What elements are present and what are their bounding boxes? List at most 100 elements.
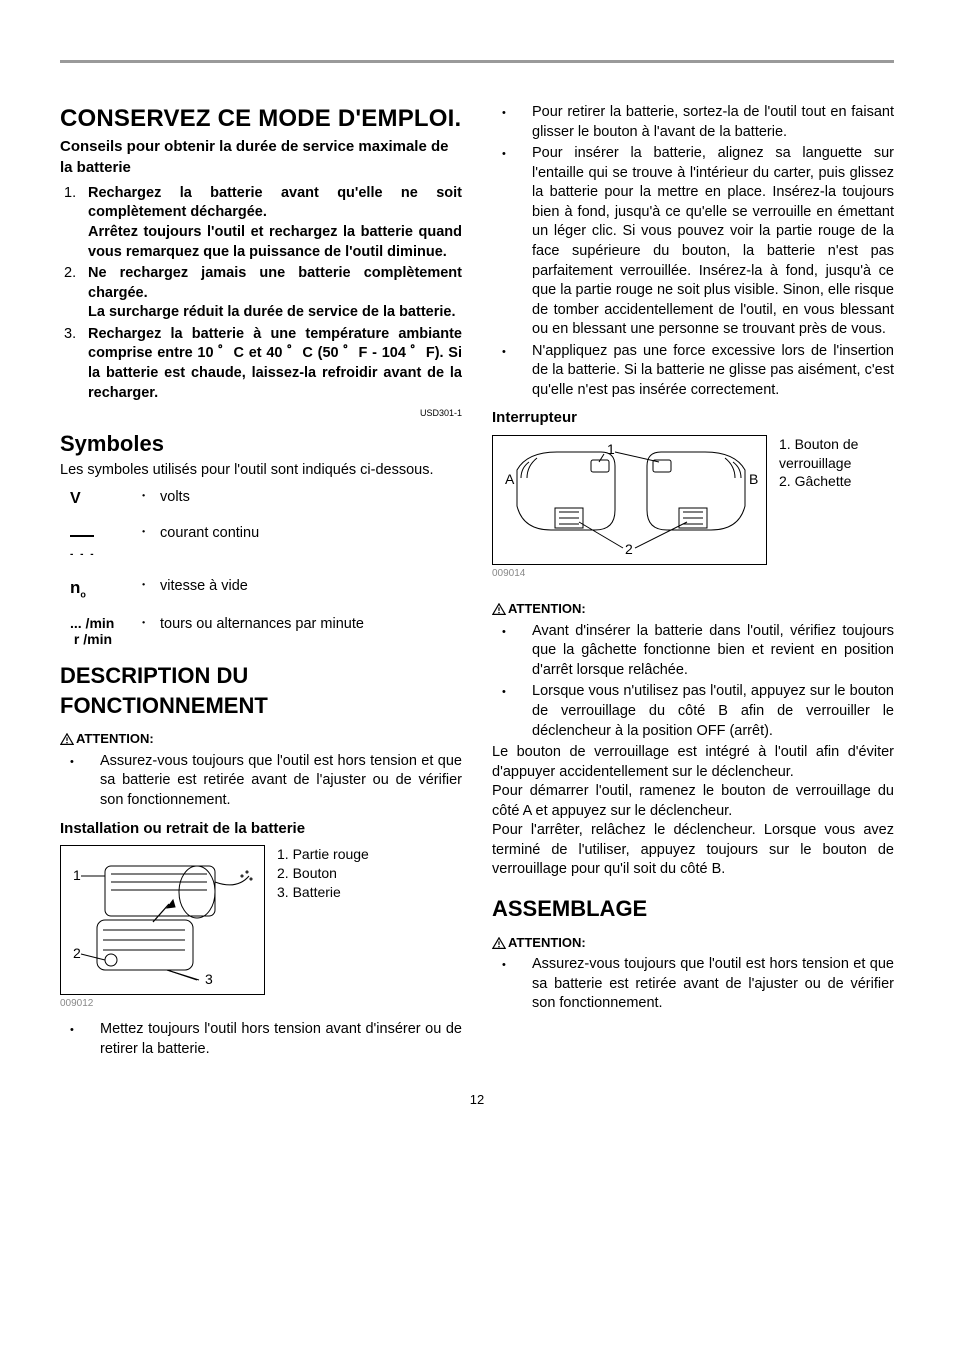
heading-assemblage: ASSEMBLAGE [492,894,894,924]
fig2-legend-2: 2. Gâchette [779,472,894,491]
symbol-row-dc: - - - ･ courant continu [60,524,462,563]
bullet-dot: • [60,1020,100,1059]
attention-label-1: ATTENTION: [60,730,462,748]
symbol-row-rpm: ... /min r /min ･ tours ou alternances p… [60,615,462,647]
fig2-legend-1: 1. Bouton de verrouillage [779,435,894,473]
bullet-dot: • [492,955,532,1014]
warning-icon [60,733,74,746]
symbol-def-dc: courant continu [160,524,462,544]
symbol-row-speed: no ･ vitesse à vide [60,577,462,601]
top-rule [60,60,894,63]
fig1-legend-3: 3. Batterie [277,883,369,902]
tip-2: 2. Ne rechargez jamais une batterie comp… [60,264,462,323]
symbol-def-rpm: tours ou alternances par minute [160,615,462,635]
code-usd301: USD301-1 [60,407,462,419]
warning-icon [492,602,506,615]
bullet-dot: • [492,682,532,741]
rt-bullet-2: • Pour insérer la batterie, alignez sa l… [492,144,894,340]
bullet-dot: • [492,144,532,340]
attention-label-3: ATTENTION: [492,934,894,952]
bullet-dot: • [492,103,532,142]
symboles-intro: Les symboles utilisés pour l'outil sont … [60,461,462,481]
attn-bullets: • Avant d'insérer la batterie dans l'out… [492,622,894,741]
attention-text-1: ATTENTION: [76,730,154,748]
battery-tips-list: 1. Rechargez la batterie avant qu'elle n… [60,184,462,403]
bullet-dot: ･ [140,524,160,544]
tip-2-line-a: Ne rechargez jamais une batterie complèt… [88,265,462,301]
bullet-dot: ･ [140,577,160,597]
figure-1-legend: 1. Partie rouge 2. Bouton 3. Batterie [277,845,369,902]
tip-1-line-b: Arrêtez toujours l'outil et rechargez la… [88,224,462,260]
figure-1-box: 1 2 3 [60,845,265,995]
bullet-dot: • [492,342,532,401]
para-lockbutton-1: Le bouton de verrouillage est intégré à … [492,743,894,782]
svg-text:1: 1 [607,442,615,457]
tips-subhead: Conseils pour obtenir la durée de servic… [60,137,462,178]
symbol-def-volts: volts [160,488,462,508]
figure-1-code: 009012 [60,997,265,1011]
asm-bullet-1-text: Assurez-vous toujours que l'outil est ho… [532,955,894,1014]
tip-3-body: Rechargez la batterie à une température … [88,325,462,403]
symbol-v: V [60,488,140,510]
tip-1-line-a: Rechargez la batterie avant qu'elle ne s… [88,185,462,221]
tip-1-body: Rechargez la batterie avant qu'elle ne s… [88,184,462,262]
attn-bullet-2-text: Lorsque vous n'utilisez pas l'outil, app… [532,682,894,741]
figure-1-wrap: 1 2 3 009012 [60,845,265,1021]
symbol-row-volts: V ･ volts [60,488,462,510]
rt-bullet-1: • Pour retirer la batterie, sortez-la de… [492,103,894,142]
desc-bullet-1-text: Assurez-vous toujours que l'outil est ho… [100,752,462,811]
battery-install-illustration: 1 2 3 [67,852,260,990]
install-bullet-1: • Mettez toujours l'outil hors tension a… [60,1020,462,1059]
two-column-layout: CONSERVEZ CE MODE D'EMPLOI. Conseils pou… [60,103,894,1061]
attention-label-2: ATTENTION: [492,600,894,618]
fig1-legend-1: 1. Partie rouge [277,845,369,864]
svg-text:3: 3 [205,971,213,987]
rt-bullet-1-text: Pour retirer la batterie, sortez-la de l… [532,103,894,142]
attention-text-2: ATTENTION: [508,600,586,618]
bullet-dot: • [60,752,100,811]
fig1-legend-2: 2. Bouton [277,864,369,883]
heading-description: DESCRIPTION DU FONCTIONNEMENT [60,661,462,720]
asm-bullets: • Assurez-vous toujours que l'outil est … [492,955,894,1014]
figure-2-box: A B 1 2 [492,435,767,565]
page-number: 12 [60,1091,894,1109]
tip-3-number: 3. [60,325,88,403]
figure-2-wrap: A B 1 2 009014 [492,435,767,591]
bullet-dot: ･ [140,615,160,635]
rt-bullet-3-text: N'appliquez pas une force excessive lors… [532,342,894,401]
symbol-def-speed: vitesse à vide [160,577,462,597]
desc-bullets: • Assurez-vous toujours que l'outil est … [60,752,462,811]
para-lockbutton-2: Pour démarrer l'outil, ramenez le bouton… [492,782,894,821]
heading-symboles: Symboles [60,429,462,459]
svg-text:A: A [505,471,515,487]
figure-2-row: A B 1 2 009014 1. Bouton de verrouillage… [492,435,894,591]
asm-bullet-1: • Assurez-vous toujours que l'outil est … [492,955,894,1014]
right-top-bullets: • Pour retirer la batterie, sortez-la de… [492,103,894,400]
left-column: CONSERVEZ CE MODE D'EMPLOI. Conseils pou… [60,103,462,1061]
tip-3: 3. Rechargez la batterie à une températu… [60,325,462,403]
desc-bullet-1: • Assurez-vous toujours que l'outil est … [60,752,462,811]
switch-illustration: A B 1 2 [499,442,762,560]
heading-conservez: CONSERVEZ CE MODE D'EMPLOI. [60,103,462,135]
symbol-rpm: ... /min r /min [60,615,140,647]
svg-text:B: B [749,471,758,487]
tip-2-body: Ne rechargez jamais une batterie complèt… [88,264,462,323]
bullet-dot: ･ [140,488,160,508]
rt-bullet-2-text: Pour insérer la batterie, alignez sa lan… [532,144,894,340]
install-subhead: Installation ou retrait de la batterie [60,819,462,839]
right-column: • Pour retirer la batterie, sortez-la de… [492,103,894,1061]
attention-text-3: ATTENTION: [508,934,586,952]
attn-bullet-2: • Lorsque vous n'utilisez pas l'outil, a… [492,682,894,741]
svg-text:2: 2 [625,541,633,557]
warning-icon [492,936,506,949]
para-lockbutton-3: Pour l'arrêter, relâchez le déclencheur.… [492,821,894,880]
svg-text:1: 1 [73,867,81,883]
tip-3-line-a: Rechargez la batterie à une température … [88,326,462,401]
rt-bullet-3: • N'appliquez pas une force excessive lo… [492,342,894,401]
tip-1: 1. Rechargez la batterie avant qu'elle n… [60,184,462,262]
symbol-n: no [60,577,140,601]
symbols-table: V ･ volts - - - ･ courant continu no ･ v… [60,488,462,646]
bullet-dot: • [492,622,532,681]
tip-1-number: 1. [60,184,88,262]
interrupteur-subhead: Interrupteur [492,408,894,428]
